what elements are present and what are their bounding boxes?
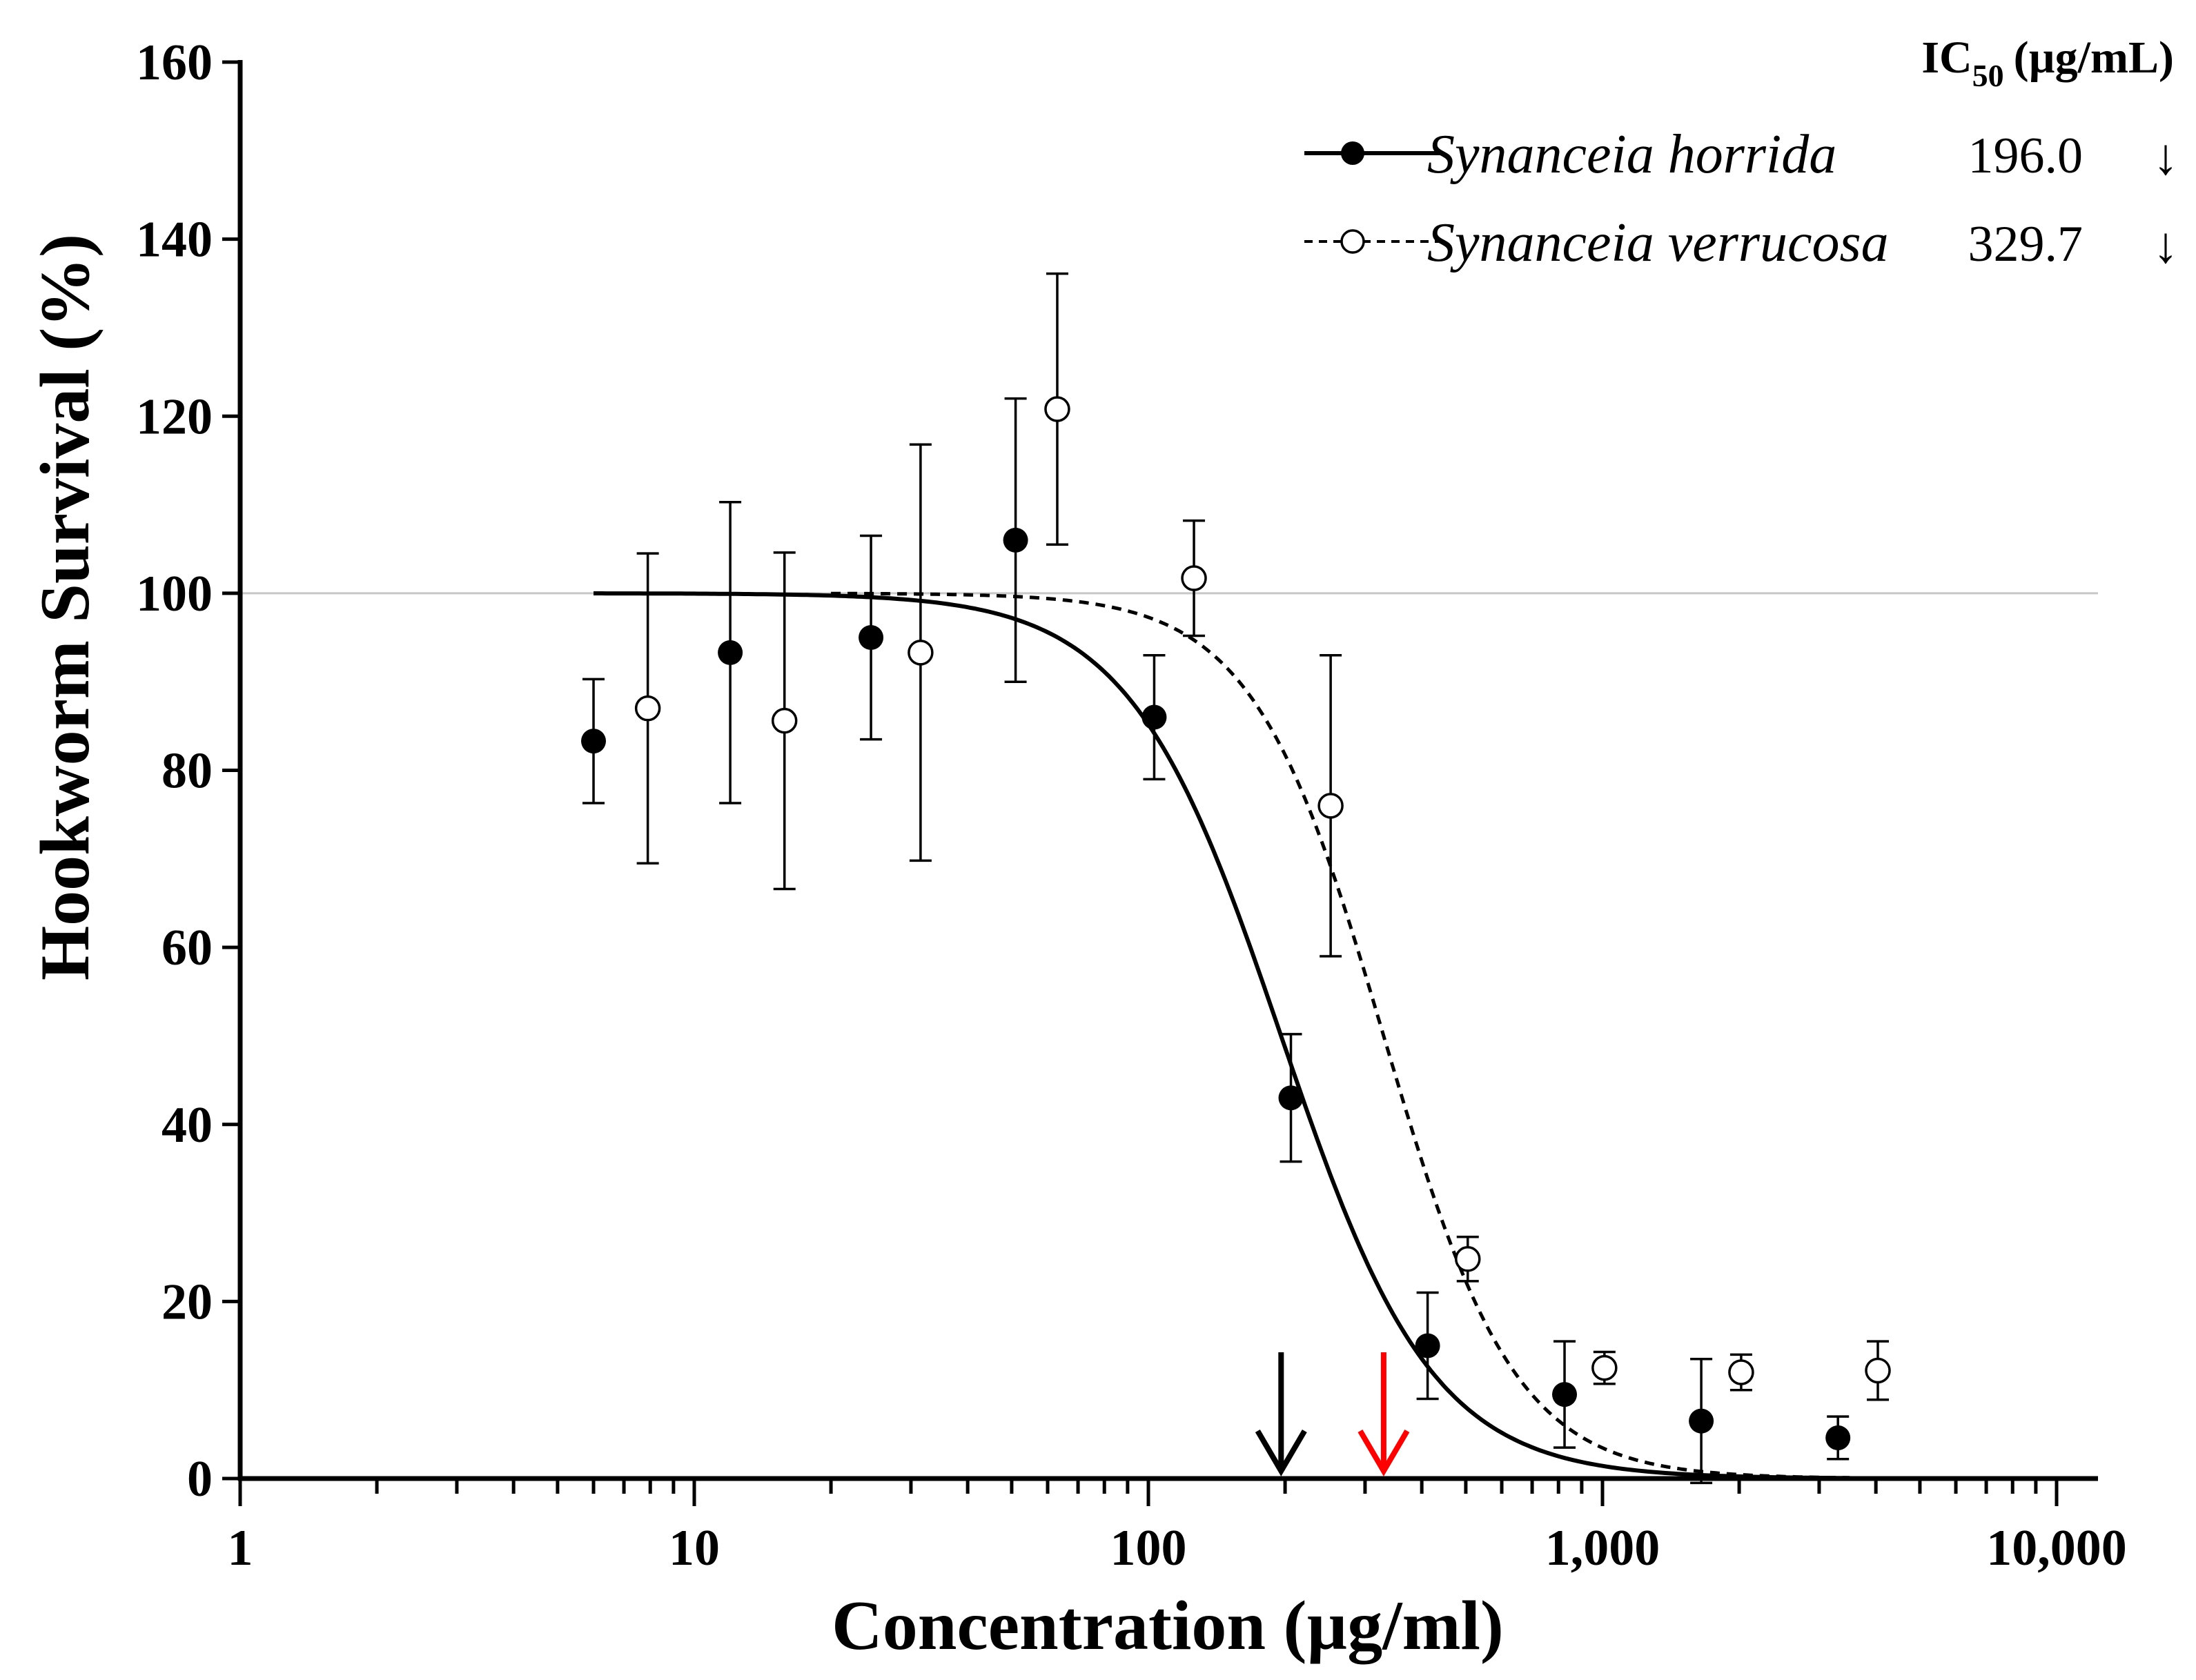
- y-tick-label: 0: [187, 1451, 213, 1508]
- y-tick-label: 100: [136, 566, 213, 622]
- data-point-horrida: [1278, 1033, 1304, 1163]
- data-point-horrida: [1825, 1415, 1851, 1461]
- data-point-verrucosa: [1728, 1353, 1754, 1392]
- data-point-verrucosa: [634, 552, 661, 864]
- fit-curve-verrucosa: [831, 591, 1876, 1480]
- ic50-arrow-horrida: ↓: [2153, 129, 2179, 186]
- y-axis-title: Hookworm Survival (%): [26, 234, 104, 980]
- ic50-arrow-marker-verrucosa: [1357, 1352, 1410, 1476]
- fit-curve-horrida: [594, 591, 1850, 1481]
- data-point-horrida: [859, 534, 884, 741]
- ic50-value-horrida: 196.0: [1968, 128, 2084, 184]
- legend-marker-verrucosa: [1340, 229, 1365, 254]
- marker-filled: [1141, 704, 1167, 730]
- data-point-horrida: [1689, 1358, 1714, 1485]
- data-point-verrucosa: [908, 443, 934, 862]
- ic50-arrows: [1255, 1352, 1410, 1476]
- marker-filled: [859, 625, 884, 651]
- legend-marker-horrida: [1341, 141, 1364, 165]
- marker-open: [1044, 396, 1070, 422]
- y-tick-label: 160: [136, 34, 213, 91]
- ic50-arrow-verrucosa: ↓: [2153, 217, 2179, 274]
- ic50-arrow-marker-horrida: [1255, 1352, 1307, 1476]
- arrow-head: [1255, 1429, 1307, 1476]
- marker-filled: [1825, 1425, 1851, 1450]
- marker-open: [1317, 793, 1344, 819]
- data-point-verrucosa: [1181, 519, 1207, 638]
- data-point-horrida: [1415, 1291, 1440, 1401]
- marker-open: [771, 707, 798, 734]
- data-point-verrucosa: [771, 551, 798, 891]
- data-point-horrida: [1552, 1340, 1578, 1449]
- marker-open: [908, 640, 934, 666]
- marker-open: [1455, 1246, 1481, 1272]
- x-tick-label: 1,000: [1545, 1520, 1660, 1577]
- data-point-verrucosa: [1591, 1350, 1618, 1385]
- ic50-header: IC50 (µg/mL): [1921, 32, 2174, 93]
- legend: IC50 (µg/mL) Synanceia horrida 196.0 ↓ Sy…: [1304, 32, 2179, 274]
- marker-filled: [1415, 1333, 1440, 1358]
- marker-open: [1591, 1354, 1618, 1381]
- data-point-verrucosa: [1317, 653, 1344, 958]
- marker-open: [1865, 1357, 1891, 1384]
- arrow-head: [1357, 1429, 1410, 1476]
- marker-open: [1728, 1359, 1754, 1385]
- data-point-verrucosa: [1455, 1235, 1481, 1283]
- marker-filled: [1552, 1382, 1578, 1407]
- y-tick-label: 140: [136, 212, 213, 268]
- data-points: [581, 272, 1891, 1485]
- ic50-value-verrucosa: 329.7: [1968, 216, 2084, 273]
- x-axis-title: Concentration (µg/ml): [832, 1587, 1504, 1665]
- x-tick-label: 100: [1110, 1520, 1187, 1577]
- data-point-horrida: [581, 678, 607, 804]
- legend-label-verrucosa: Synanceia verrucosa: [1427, 213, 1889, 273]
- marker-filled: [581, 729, 607, 754]
- marker-filled: [1278, 1085, 1304, 1111]
- marker-filled: [1003, 527, 1028, 553]
- y-tick-label: 120: [136, 388, 213, 445]
- marker-open: [634, 695, 661, 722]
- marker-filled: [718, 640, 743, 665]
- data-point-horrida: [718, 500, 743, 804]
- data-point-horrida: [1141, 653, 1167, 781]
- y-tick-label: 40: [161, 1097, 213, 1154]
- y-tick-label: 20: [161, 1274, 213, 1330]
- x-tick-label: 10: [669, 1520, 720, 1577]
- marker-filled: [1689, 1408, 1714, 1434]
- data-point-verrucosa: [1865, 1340, 1891, 1401]
- marker-open: [1181, 565, 1207, 591]
- tick-marks: 0 20 40 60 80 100 120 140 160 1 10 100 1,000 10,000: [136, 34, 2127, 1577]
- data-point-horrida: [1003, 397, 1028, 683]
- y-tick-label: 80: [161, 743, 213, 800]
- x-tick-label: 1: [228, 1520, 253, 1577]
- data-point-verrucosa: [1044, 272, 1070, 546]
- x-tick-label: 10,000: [1986, 1520, 2127, 1577]
- legend-label-horrida: Synanceia horrida: [1427, 124, 1836, 185]
- y-tick-label: 60: [161, 920, 213, 976]
